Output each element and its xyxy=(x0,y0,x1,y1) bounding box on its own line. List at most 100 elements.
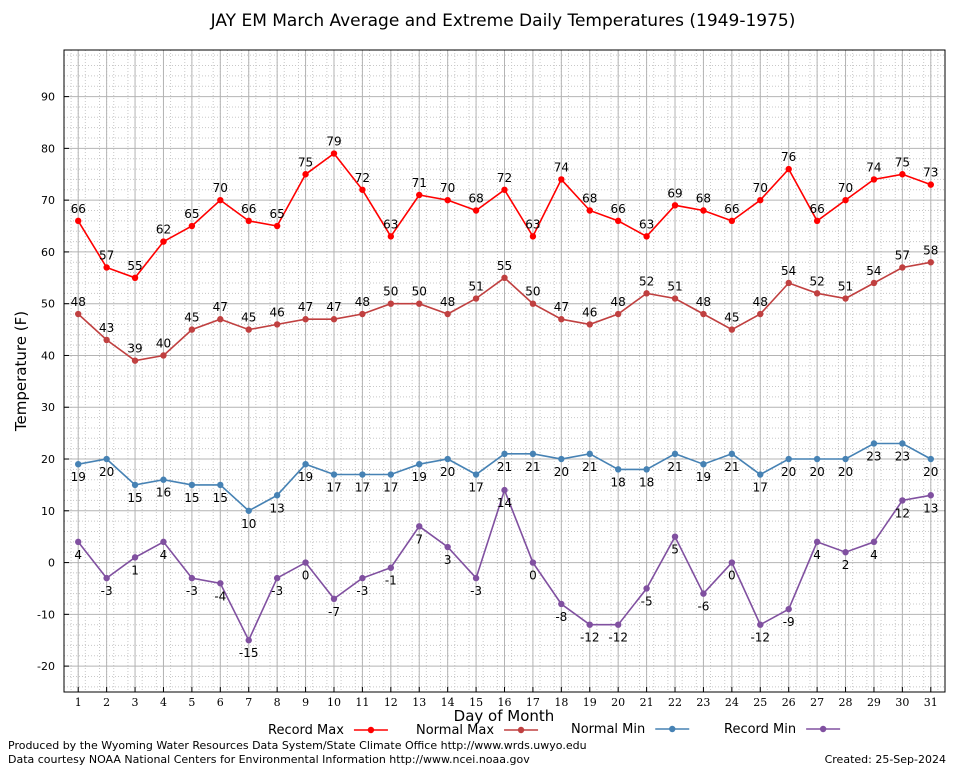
data-label: 51 xyxy=(667,280,682,294)
data-point xyxy=(416,523,423,530)
x-tick-label: 28 xyxy=(839,696,853,709)
x-tick-label: 13 xyxy=(412,696,426,709)
data-label: 47 xyxy=(298,300,313,314)
x-tick-label: 24 xyxy=(725,696,739,709)
data-point xyxy=(671,450,679,458)
data-label: 74 xyxy=(554,160,569,174)
data-point xyxy=(700,310,707,318)
data-label: 50 xyxy=(525,285,540,299)
data-point xyxy=(273,492,281,499)
legend-marker-normal-min xyxy=(669,725,676,733)
y-tick-label: 40 xyxy=(41,349,55,362)
data-label: -6 xyxy=(697,600,709,614)
data-label: 15 xyxy=(127,491,142,505)
footer-produced-by: Produced by the Wyoming Water Resources … xyxy=(8,739,587,752)
data-label: 48 xyxy=(753,295,768,309)
data-point xyxy=(700,460,707,468)
data-point xyxy=(188,481,196,489)
data-point xyxy=(671,533,679,540)
data-label: -9 xyxy=(783,615,795,629)
x-tick-label: 18 xyxy=(554,696,568,709)
data-point xyxy=(416,191,423,199)
data-label: 54 xyxy=(781,264,796,278)
data-label: 21 xyxy=(667,460,682,474)
data-point xyxy=(472,574,480,582)
data-label: 18 xyxy=(639,475,654,489)
data-label: 79 xyxy=(326,135,341,149)
data-label: 70 xyxy=(440,181,455,195)
data-point xyxy=(188,326,196,333)
data-label: 15 xyxy=(184,491,199,505)
legend-label-record-min: Record Min xyxy=(724,722,796,737)
data-point xyxy=(330,316,338,323)
data-label: -4 xyxy=(214,589,226,603)
data-label: 76 xyxy=(781,150,796,164)
data-point xyxy=(728,326,736,333)
legend-marker-record-min xyxy=(819,725,827,733)
data-label: 12 xyxy=(895,506,910,520)
data-label: 23 xyxy=(895,449,910,463)
data-label: 17 xyxy=(355,481,370,495)
data-label: 48 xyxy=(696,295,711,309)
data-point xyxy=(529,233,537,240)
data-point xyxy=(75,460,82,468)
data-point xyxy=(302,460,309,468)
data-label: 46 xyxy=(582,305,597,319)
data-point xyxy=(131,554,139,561)
data-point xyxy=(103,336,110,344)
data-label: 71 xyxy=(412,176,427,190)
data-label: 47 xyxy=(326,300,341,314)
data-label: 48 xyxy=(611,295,626,309)
data-point xyxy=(870,440,878,447)
data-label: 20 xyxy=(554,465,569,479)
data-point xyxy=(472,295,480,302)
data-label: 72 xyxy=(497,171,512,185)
data-point xyxy=(131,357,139,364)
data-label: 45 xyxy=(184,311,199,325)
data-point xyxy=(643,466,650,473)
data-label: 17 xyxy=(383,481,398,495)
data-point xyxy=(217,196,224,204)
data-point xyxy=(160,538,167,546)
data-label: 68 xyxy=(696,192,711,206)
data-point xyxy=(558,316,565,323)
data-label: -7 xyxy=(328,605,340,619)
data-label: 51 xyxy=(468,280,483,294)
data-label: 20 xyxy=(809,465,824,479)
data-point xyxy=(245,217,252,225)
data-label: 47 xyxy=(554,300,569,314)
data-label: 20 xyxy=(781,465,796,479)
data-point xyxy=(359,574,366,582)
data-point xyxy=(387,233,395,240)
data-point xyxy=(131,274,139,282)
data-label: -3 xyxy=(356,584,368,598)
data-label: 18 xyxy=(611,475,626,489)
data-point xyxy=(785,279,792,287)
data-label: 15 xyxy=(213,491,228,505)
data-label: 73 xyxy=(923,166,938,180)
data-point xyxy=(529,450,537,458)
legend-label-record-max: Record Max xyxy=(268,723,344,738)
data-point xyxy=(899,440,906,447)
data-point xyxy=(757,621,764,628)
series-record-max: 66 57 55 62 65 70 66 65 75 79 72 63 71 70 68 72 63 74 68 66… xyxy=(71,135,938,282)
data-label: 75 xyxy=(298,155,313,169)
data-point xyxy=(899,264,906,271)
data-label: 63 xyxy=(383,217,398,231)
data-label: -5 xyxy=(641,594,653,608)
chart-title: JAY EM March Average and Extreme Daily T… xyxy=(210,11,796,31)
data-label: 75 xyxy=(895,155,910,169)
data-label: 2 xyxy=(842,558,850,572)
data-label: 65 xyxy=(184,207,199,221)
data-label: 65 xyxy=(270,207,285,221)
data-point xyxy=(330,471,338,478)
data-label: 52 xyxy=(809,274,824,288)
data-label: 68 xyxy=(468,192,483,206)
data-point xyxy=(501,186,508,193)
data-point xyxy=(927,455,934,463)
x-tick-label: 11 xyxy=(355,696,369,709)
data-point xyxy=(643,290,650,297)
data-label: 66 xyxy=(71,202,86,216)
data-point xyxy=(103,264,110,271)
